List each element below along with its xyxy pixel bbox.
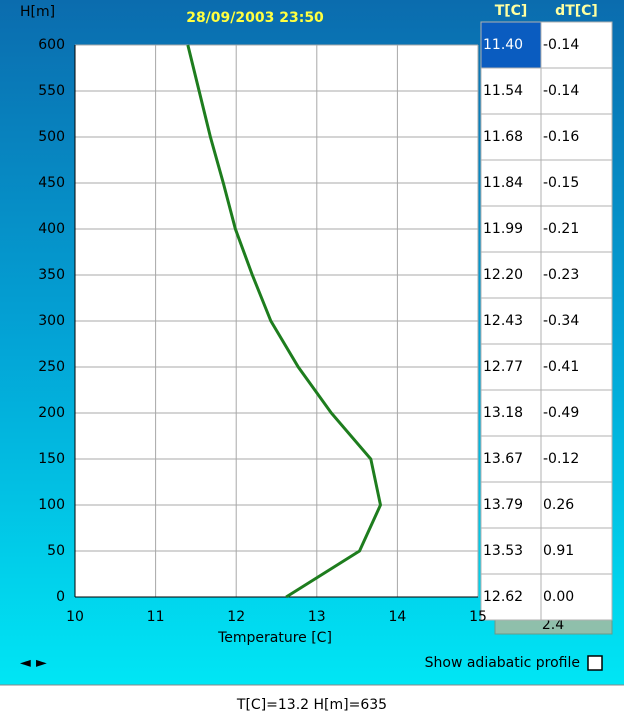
table-cell (540, 159, 613, 207)
y-tick-label: 600 (38, 37, 65, 53)
table-value: -0.14 (543, 83, 579, 99)
y-tick-label: 300 (38, 313, 65, 329)
y-tick-label: 500 (38, 129, 65, 145)
table-cell (540, 113, 613, 161)
table-value: 12.43 (483, 313, 523, 329)
status-text: T[C]=13.2 H[m]=635 (236, 697, 387, 713)
table-value: 11.99 (483, 221, 523, 237)
table-cell (540, 343, 613, 391)
table-cell (480, 205, 542, 253)
table-cell (540, 205, 613, 253)
summary-value: 2.4 (542, 617, 564, 633)
table-value: 0.91 (543, 543, 574, 559)
table-value: -0.34 (543, 313, 579, 329)
table-value: 0.26 (543, 497, 574, 513)
table-value: -0.49 (543, 405, 579, 421)
prev-arrow[interactable]: ◄ (20, 655, 31, 671)
table-cell (480, 67, 542, 115)
table-value: 0.00 (543, 589, 574, 605)
y-tick-label: 100 (38, 497, 65, 513)
x-tick-label: 14 (388, 609, 406, 625)
y-axis-label: H[m] (20, 4, 55, 20)
table-value: 13.18 (483, 405, 523, 421)
y-tick-label: 250 (38, 359, 65, 375)
next-arrow[interactable]: ► (36, 655, 47, 671)
table-value: 12.62 (483, 589, 523, 605)
y-tick-label: 550 (38, 83, 65, 99)
y-tick-label: 150 (38, 451, 65, 467)
table-value: 12.20 (483, 267, 523, 283)
table-cell (540, 297, 613, 345)
table-value: 11.68 (483, 129, 523, 145)
y-tick-label: 50 (47, 543, 65, 559)
table-value: 11.54 (483, 83, 523, 99)
table-value: 11.84 (483, 175, 523, 191)
table-cell (540, 481, 613, 529)
table-value: -0.14 (543, 37, 579, 53)
table-value: -0.41 (543, 359, 579, 375)
table-cell (540, 251, 613, 299)
table-value: -0.15 (543, 175, 579, 191)
status-bar (0, 685, 624, 722)
x-tick-label: 12 (227, 609, 245, 625)
table-cell (480, 573, 542, 621)
table-cell (540, 67, 613, 115)
y-tick-label: 350 (38, 267, 65, 283)
table-value: -0.12 (543, 451, 579, 467)
table-cell (480, 435, 542, 483)
chart-title: 28/09/2003 23:50 (186, 10, 324, 26)
checkbox[interactable] (587, 655, 603, 671)
table-cell (540, 573, 613, 621)
table-cell (480, 297, 542, 345)
table-cell (480, 159, 542, 207)
checkbox-label[interactable]: Show adiabatic profile (425, 655, 580, 671)
table-cell (540, 389, 613, 437)
table-cell (480, 343, 542, 391)
x-tick-label: 11 (147, 609, 165, 625)
table-value: 12.77 (483, 359, 523, 375)
table-value: 13.79 (483, 497, 523, 513)
table-value: -0.16 (543, 129, 579, 145)
table-value: 13.53 (483, 543, 523, 559)
x-tick-label: 10 (66, 609, 84, 625)
y-tick-label: 200 (38, 405, 65, 421)
x-axis-label: Temperature [C] (217, 630, 332, 646)
table-header: T[C] (495, 3, 528, 19)
profile-line (186, 44, 383, 599)
table-cell (480, 527, 542, 575)
y-tick-label: 0 (56, 589, 65, 605)
y-tick-label: 400 (38, 221, 65, 237)
y-tick-label: 450 (38, 175, 65, 191)
table-value: -0.23 (543, 267, 579, 283)
table-value: -0.21 (543, 221, 579, 237)
table-header: dT[C] (555, 3, 598, 19)
table-value: 13.67 (483, 451, 523, 467)
table-value: 11.40 (483, 37, 523, 53)
x-tick-label: 13 (308, 609, 326, 625)
x-tick-label: 15 (469, 609, 487, 625)
